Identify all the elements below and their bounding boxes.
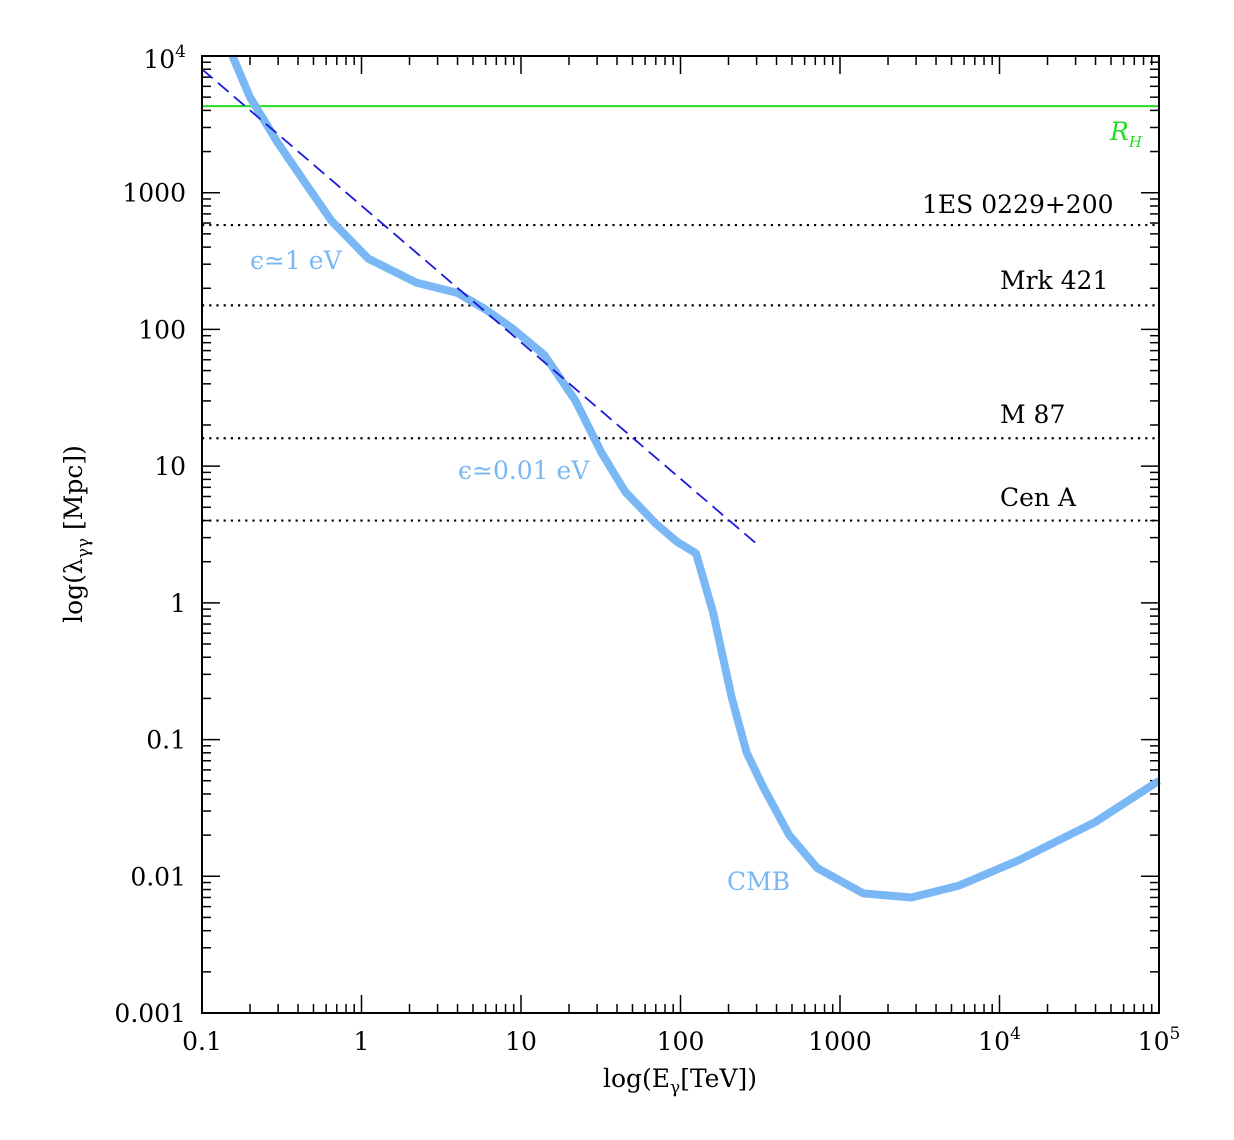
x-tick-label: 1000 bbox=[808, 1027, 872, 1056]
eps1-label: ϵ≃1 eV bbox=[250, 246, 343, 275]
y-tick-label: 0.1 bbox=[146, 726, 186, 755]
cmb-curve bbox=[228, 54, 1162, 902]
x-tick-label: 10 bbox=[505, 1027, 537, 1056]
rh-label: RH bbox=[1109, 117, 1143, 151]
cmb-label: CMB bbox=[727, 867, 790, 896]
cena-label: Cen A bbox=[1000, 483, 1077, 512]
x-tick-label: 100 bbox=[657, 1027, 705, 1056]
y-tick-label: 1 bbox=[170, 589, 186, 618]
mrk421-label: Mrk 421 bbox=[1000, 266, 1108, 295]
m87-label: M 87 bbox=[1000, 400, 1065, 429]
y-tick-label: 10 bbox=[154, 452, 186, 481]
plot-frame bbox=[201, 55, 1160, 1014]
1es-label: 1ES 0229+200 bbox=[922, 190, 1114, 219]
dashed-power-law-line bbox=[201, 68, 758, 545]
reference-lines bbox=[202, 105, 1159, 522]
y-tick-label: 104 bbox=[143, 42, 186, 74]
y-axis-title: log(λγγ [Mpc]) bbox=[59, 445, 94, 623]
y-tick-labels: 0.001 0.01 0.1 1 10 100 1000 104 bbox=[114, 42, 186, 1028]
x-tick-label: 0.1 bbox=[182, 1027, 222, 1056]
x-tick-label: 1 bbox=[354, 1027, 370, 1056]
annotations: RH 1ES 0229+200 Mrk 421 M 87 Cen A ϵ≃1 eV ϵ≃0.… bbox=[250, 117, 1143, 896]
x-tick-label: 104 bbox=[978, 1024, 1021, 1056]
data-series bbox=[201, 54, 1162, 902]
x-tick-label: 105 bbox=[1138, 1024, 1181, 1056]
tick-marks bbox=[201, 55, 1160, 1014]
y-tick-label: 1000 bbox=[122, 179, 186, 208]
x-axis-title: log(Eγ[TeV]) bbox=[603, 1064, 757, 1098]
x-tick-labels: 0.1 1 10 100 1000 104 105 bbox=[182, 1024, 1180, 1056]
y-tick-label: 0.01 bbox=[130, 862, 186, 891]
eps2-label: ϵ≃0.01 eV bbox=[458, 456, 590, 485]
y-tick-label: 0.001 bbox=[114, 999, 186, 1028]
y-tick-label: 100 bbox=[138, 315, 186, 344]
